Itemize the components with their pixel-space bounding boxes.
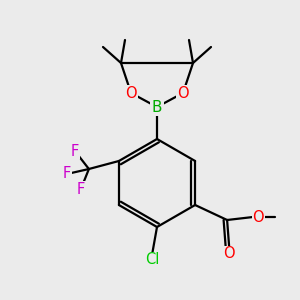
- Text: O: O: [223, 247, 235, 262]
- Text: B: B: [152, 100, 162, 115]
- Text: F: F: [63, 167, 71, 182]
- Text: Cl: Cl: [145, 253, 159, 268]
- Text: O: O: [125, 85, 137, 100]
- Text: F: F: [71, 143, 79, 158]
- Text: O: O: [177, 85, 189, 100]
- Text: F: F: [77, 182, 85, 196]
- Text: O: O: [252, 209, 264, 224]
